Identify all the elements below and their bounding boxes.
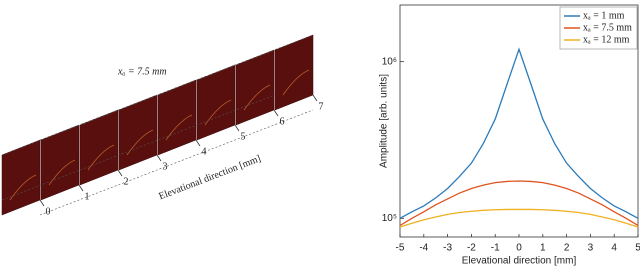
x-tick-label: -4: [419, 243, 428, 254]
slice: [274, 34, 314, 111]
slice-tick: [156, 154, 162, 162]
guide-line: [39, 34, 314, 141]
slice-tick: [39, 199, 45, 207]
series-line: [399, 208, 639, 228]
slice: [118, 94, 158, 171]
slice: [79, 109, 119, 186]
slice: [157, 79, 197, 156]
slice-label: 1: [85, 191, 90, 202]
slice-tick: [195, 139, 201, 147]
x-tick-label: -2: [467, 243, 476, 254]
legend-label: xₐ = 12 mm: [583, 34, 630, 45]
slice: [235, 49, 275, 126]
slice-tick: [78, 184, 84, 192]
x-tick-label: -3: [443, 243, 452, 254]
illustration-axis-label: Elevational direction [mm]: [157, 153, 262, 202]
slice-label: 5: [241, 131, 246, 142]
slice-tick: [312, 94, 318, 102]
x-tick-label: 2: [564, 243, 570, 254]
slice-curve: [48, 159, 76, 186]
y-tick-label: 10⁶: [382, 56, 397, 67]
slice-curve: [126, 129, 154, 156]
x-tick-label: 1: [540, 243, 546, 254]
slice-label: 7: [319, 101, 324, 112]
y-axis-label: Amplitude [arb. units]: [379, 74, 390, 168]
slice-curve: [204, 99, 232, 126]
slice-curve: [243, 84, 271, 111]
slice-curve: [165, 114, 193, 141]
y-tick-label: 10⁵: [382, 213, 397, 224]
x-tick-label: 5: [635, 243, 640, 254]
x-tick-label: 3: [588, 243, 594, 254]
series-line: [399, 180, 639, 227]
guide-line: [1, 94, 276, 201]
guide-line: [1, 49, 276, 156]
slice-curve: [87, 144, 115, 171]
slice: [1, 139, 41, 216]
x-tick-label: 4: [611, 243, 617, 254]
x-axis-label: Elevational direction [mm]: [462, 256, 577, 267]
slice-tick: [117, 169, 123, 177]
illustration: [1, 34, 318, 216]
slice-label: 4: [202, 146, 207, 157]
slice: [196, 64, 236, 141]
series-line: [399, 47, 639, 219]
x-tick-label: -1: [491, 243, 500, 254]
x-tick-label: 0: [516, 243, 522, 254]
slice-label: 6: [280, 116, 285, 127]
slice-curve: [9, 174, 37, 201]
slice-label: 2: [124, 176, 129, 187]
slice-tick: [273, 109, 279, 117]
x-tick-label: -5: [396, 243, 405, 254]
guide-line: [39, 109, 314, 216]
slice: [40, 124, 80, 201]
illustration-label: xₐ = 7.5 mm: [117, 66, 167, 77]
slice-tick: [234, 124, 240, 132]
slice-curve: [282, 69, 310, 96]
slice-label: 3: [163, 161, 168, 172]
slice-label: 0: [46, 206, 51, 217]
legend-label: xₐ = 1 mm: [583, 10, 625, 21]
legend-label: xₐ = 7.5 mm: [583, 22, 632, 33]
